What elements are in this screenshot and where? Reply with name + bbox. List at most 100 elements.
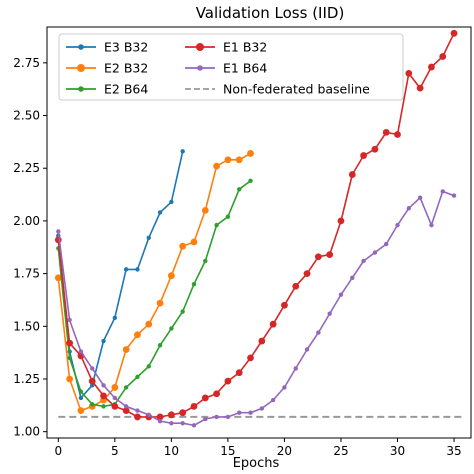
series-point-e1-b64 (225, 414, 231, 420)
series-point-e2-b32 (190, 238, 198, 246)
series-point-e2-b32 (213, 162, 221, 170)
series-point-e2-b32 (247, 150, 254, 157)
series-line-e2-b64 (57, 180, 251, 408)
legend-marker-e3-b32 (78, 44, 84, 50)
series-point-e1-b64 (214, 414, 219, 420)
series-point-e1-b64 (259, 406, 265, 411)
legend-label-e3-b32: E3 B32 (104, 40, 148, 55)
plot-area (46, 26, 472, 439)
series-point-e1-b64 (123, 404, 129, 409)
series-point-e1-b32 (156, 413, 164, 421)
x-tick-label: 10 (164, 444, 179, 458)
series-point-e1-b32 (247, 354, 254, 362)
series-point-e1-b64 (180, 421, 185, 426)
series-point-e1-b64 (350, 275, 355, 281)
series-point-e1-b32 (360, 152, 367, 159)
series-point-e2-b64 (191, 281, 197, 287)
series-point-e2-b64 (180, 309, 185, 314)
series-point-e2-b64 (146, 364, 151, 369)
series-point-e3-b32 (135, 267, 140, 272)
series-point-e2-b64 (169, 326, 174, 331)
x-tick-label: 15 (220, 444, 235, 458)
series-point-e1-b64 (293, 366, 298, 371)
series-point-e1-b64 (338, 292, 344, 297)
series-point-e2-b64 (135, 374, 140, 380)
series-point-e2-b32 (122, 346, 130, 353)
series-point-e1-b32 (66, 339, 74, 347)
series-point-e1-b32 (281, 301, 288, 309)
series-point-e1-b64 (451, 193, 457, 198)
y-tick-label: 1.50 (13, 319, 40, 333)
series-point-e1-b32 (190, 402, 198, 410)
x-tick-label: 5 (111, 444, 119, 458)
series-point-e1-b64 (248, 410, 253, 415)
series-point-e1-b64 (191, 423, 197, 428)
series-point-e3-b32 (123, 267, 129, 272)
series-point-e3-b32 (146, 235, 151, 240)
series-point-e2-b64 (248, 178, 253, 184)
x-tick-label: 30 (390, 444, 405, 458)
series-point-e2-b32 (156, 299, 164, 307)
y-tick-label: 2.25 (13, 161, 40, 175)
series-point-e1-b64 (395, 222, 400, 228)
series-line-e1-b64 (57, 190, 455, 427)
series-point-e1-b32 (224, 377, 232, 385)
series-point-e1-b64 (90, 366, 95, 371)
series-point-e1-b32 (428, 63, 435, 71)
series-point-e2-b32 (134, 331, 141, 339)
series-point-e1-b64 (361, 258, 366, 264)
series-point-e1-b32 (303, 270, 311, 277)
series-point-e1-b64 (203, 416, 208, 422)
series-point-e1-b32 (111, 402, 119, 410)
series-point-e2-b32 (54, 274, 62, 282)
series-point-e1-b64 (67, 317, 72, 323)
series-point-e1-b32 (348, 171, 356, 178)
series-point-e1-b64 (146, 412, 151, 418)
y-tick-label: 1.25 (13, 372, 40, 386)
series-point-e1-b32 (88, 377, 96, 385)
x-axis-label: Epochs (233, 456, 280, 471)
series-point-e1-b32 (134, 413, 141, 421)
series-point-e1-b64 (169, 421, 174, 426)
series-point-e1-b64 (112, 395, 118, 401)
legend-marker-e2-b32 (77, 64, 85, 72)
series-point-e1-b64 (372, 250, 378, 255)
y-tick-label: 1.00 (13, 425, 40, 439)
series-point-e1-b64 (384, 241, 389, 247)
series-point-e2-b32 (201, 206, 209, 214)
series-point-e2-b64 (90, 402, 95, 407)
series-point-e3-b32 (180, 149, 185, 154)
series-point-e2-b64 (203, 258, 208, 264)
legend-marker-e1-b32 (196, 43, 204, 51)
legend-box (58, 33, 404, 101)
series-point-e1-b64 (417, 195, 423, 200)
x-axis-ticks: 0 5 10 15 20 25 30 35 (54, 438, 462, 458)
series-point-e3-b32 (101, 338, 106, 344)
series-point-e2-b32 (111, 384, 119, 391)
series-point-e1-b32 (258, 337, 266, 345)
series-point-e2-b64 (237, 187, 242, 192)
series-point-e2-b32 (235, 156, 243, 164)
series-point-e1-b64 (135, 408, 140, 413)
y-axis-ticks: 1.00 1.25 1.50 1.75 2.00 2.25 2.50 2.75 (13, 56, 47, 439)
series-point-e1-b64 (316, 330, 321, 335)
series-point-e2-b64 (225, 214, 231, 219)
series-point-e1-b64 (282, 385, 287, 390)
series-point-e2-b64 (123, 385, 129, 390)
series-point-e1-b64 (101, 383, 106, 388)
legend-label-e2-b64: E2 B64 (104, 82, 148, 97)
series-point-e2-b64 (67, 355, 72, 361)
series-point-e1-b32 (167, 411, 175, 419)
series-point-e2-b64 (101, 404, 106, 409)
y-tick-label: 2.75 (13, 56, 40, 70)
legend-label-e1-b64: E1 B64 (223, 61, 267, 76)
series-point-e1-b32 (122, 407, 130, 414)
series-point-e2-b32 (167, 272, 175, 280)
series-point-e2-b32 (145, 320, 153, 328)
series-point-e2-b32 (179, 242, 187, 250)
axes-frame (46, 26, 472, 439)
series-point-e1-b64 (406, 206, 412, 211)
series-point-e1-b32 (439, 53, 447, 60)
series-point-e1-b32 (213, 390, 221, 398)
